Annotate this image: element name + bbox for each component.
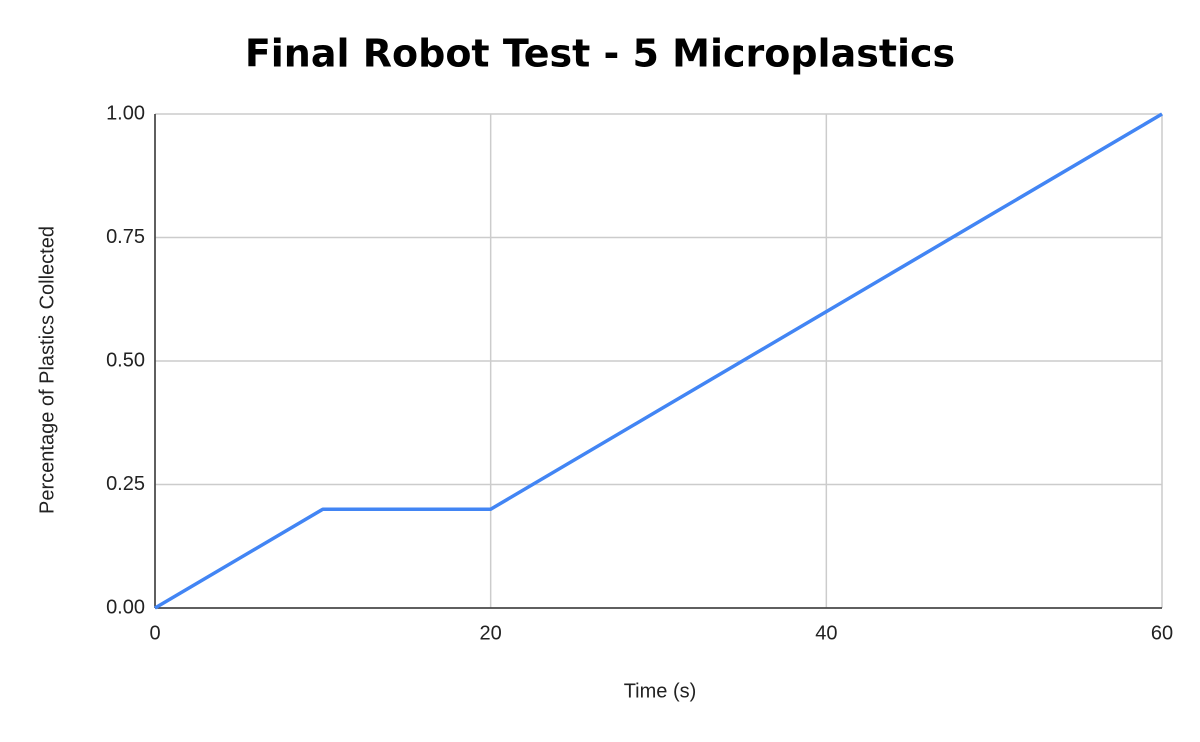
chart-title: Final Robot Test - 5 Microplastics (245, 32, 955, 76)
y-tick-label: 1.00 (106, 102, 145, 124)
x-tick-label: 0 (149, 622, 160, 644)
x-axis-title: Time (s) (624, 680, 697, 702)
y-tick-label: 0.25 (106, 473, 145, 495)
x-tick-label: 40 (815, 622, 837, 644)
x-tick-label: 20 (480, 622, 502, 644)
x-tick-label: 60 (1151, 622, 1173, 644)
y-tick-label: 0.75 (106, 226, 145, 248)
y-tick-label: 0.00 (106, 596, 145, 618)
line-series (154, 112, 1163, 610)
y-tick-label: 0.50 (106, 349, 145, 371)
y-axis-title: Percentage of Plastics Collected (36, 226, 58, 514)
